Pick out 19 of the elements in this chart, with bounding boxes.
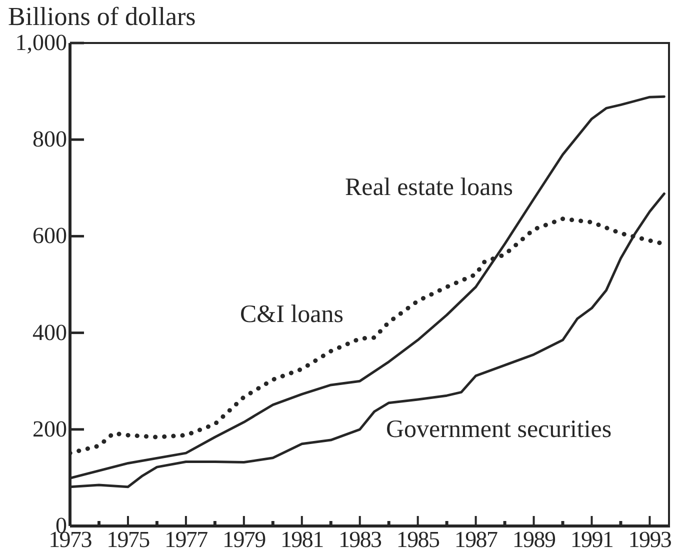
y-tick-label: 200 <box>32 416 67 442</box>
x-tick-label: 1983 <box>338 527 382 552</box>
series-label: Real estate loans <box>345 174 513 202</box>
series-label: Government securities <box>386 416 612 444</box>
x-tick-label: 1985 <box>396 527 440 552</box>
x-tick-label: 1991 <box>570 527 614 552</box>
x-tick-label: 1987 <box>454 527 498 552</box>
x-tick-label: 1993 <box>628 527 672 552</box>
y-tick-label: 1,000 <box>15 30 67 55</box>
y-tick-label: 400 <box>32 320 67 345</box>
y-axis-title: Billions of dollars <box>8 2 196 32</box>
series-label: C&I loans <box>240 301 344 329</box>
y-tick-label: 800 <box>32 126 67 152</box>
x-tick-label: 1981 <box>280 527 324 552</box>
x-tick-label: 1977 <box>164 527 208 552</box>
x-tick-label: 1989 <box>512 527 556 552</box>
x-tick-label: 1975 <box>106 527 150 552</box>
y-tick-label: 600 <box>32 223 67 248</box>
x-tick-label: 1979 <box>222 527 266 552</box>
